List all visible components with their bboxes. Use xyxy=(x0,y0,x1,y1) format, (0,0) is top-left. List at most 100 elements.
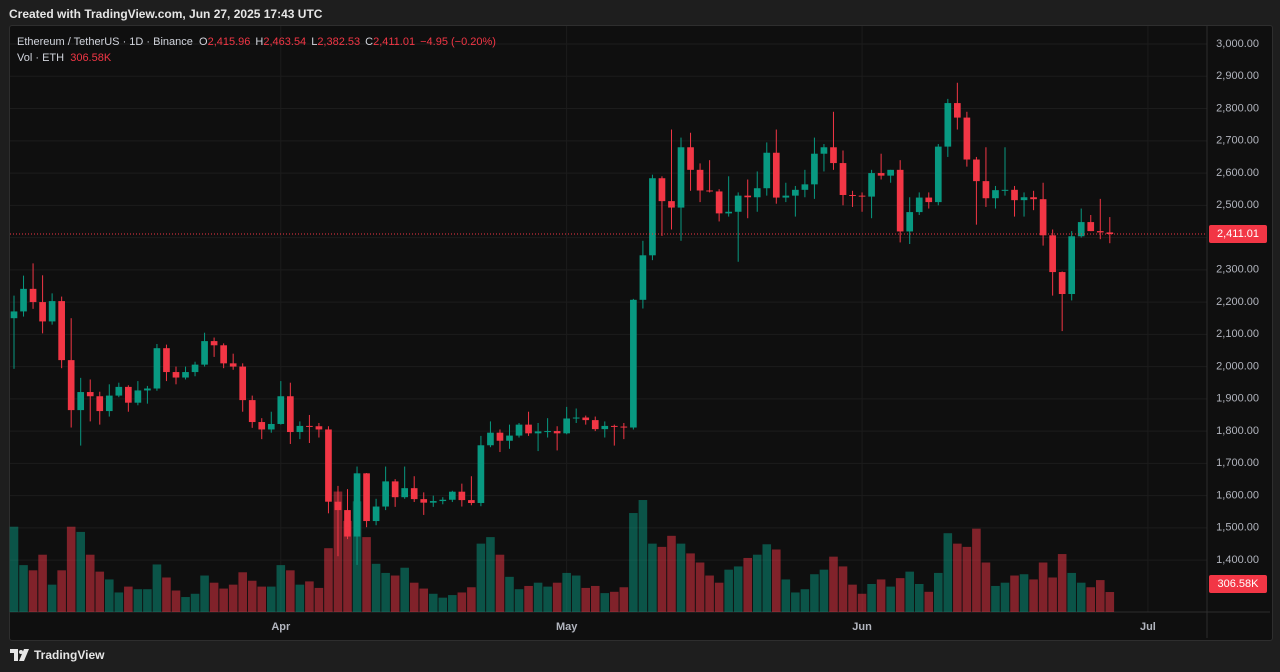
candle-body xyxy=(420,499,428,503)
volume-bar xyxy=(1038,562,1048,612)
y-tick-label: 2,700.00 xyxy=(1216,135,1259,147)
x-tick-label: Apr xyxy=(271,621,291,633)
candle-body xyxy=(658,178,666,202)
candle-body xyxy=(534,431,542,434)
volume-bar xyxy=(895,578,905,612)
candle-body xyxy=(353,473,361,537)
volume-bar xyxy=(276,565,286,612)
candle-body xyxy=(620,426,628,428)
candle-body xyxy=(382,481,389,507)
y-tick-label: 2,900.00 xyxy=(1216,70,1259,82)
candle-body xyxy=(906,212,914,232)
y-tick-label: 1,600.00 xyxy=(1216,489,1259,501)
volume-bar xyxy=(343,520,352,612)
candle-body xyxy=(77,392,85,411)
candle-body xyxy=(306,425,313,427)
volume-bar xyxy=(781,579,791,612)
candle-body xyxy=(963,117,971,160)
candle-body xyxy=(639,255,647,300)
candle-body xyxy=(668,201,675,208)
candle-body xyxy=(973,159,980,182)
candle-body xyxy=(277,396,285,424)
ohlc-key: O xyxy=(199,36,208,48)
volume-bar xyxy=(648,543,657,612)
volume-bar xyxy=(667,535,676,612)
volume-bar xyxy=(791,592,800,612)
candle-body xyxy=(706,190,713,192)
ohlc-value: 2,463.54 xyxy=(263,36,307,48)
volume-bar xyxy=(476,543,486,612)
brand: TradingView xyxy=(34,648,105,662)
candle-body xyxy=(925,197,933,203)
candle-body xyxy=(801,184,809,190)
candle-body xyxy=(496,432,504,441)
volume-bar xyxy=(228,584,238,612)
volume-bar xyxy=(543,586,552,612)
legend: Ethereum / TetherUS · 1D · Binance O2,41… xyxy=(17,34,501,66)
candle-body xyxy=(115,386,123,396)
volume-bar xyxy=(238,572,247,612)
candle-body xyxy=(48,301,56,322)
volume-bar xyxy=(505,576,514,612)
volume-name: Vol · ETH xyxy=(17,52,65,64)
volume-bar xyxy=(1029,579,1038,612)
candle-body xyxy=(182,372,189,378)
volume-bar xyxy=(533,582,543,612)
candle-body xyxy=(144,388,151,391)
ohlc-key: L xyxy=(311,36,318,48)
volume-bar xyxy=(162,577,171,612)
ohlc-key: C xyxy=(365,36,374,48)
candle-body xyxy=(1001,189,1009,191)
volume-bar xyxy=(428,593,438,612)
ohlc-value: 2,411.01 xyxy=(373,36,416,48)
volume-bar xyxy=(981,562,991,612)
volume-bar xyxy=(114,592,124,612)
candle-body xyxy=(96,396,104,412)
volume-bar xyxy=(257,586,267,612)
volume-bar xyxy=(943,533,953,612)
candle-body xyxy=(763,152,771,189)
candle-body xyxy=(315,426,323,430)
candle-body xyxy=(792,189,799,196)
volume-bar xyxy=(810,574,819,612)
volume-bar xyxy=(581,587,591,612)
candle-body xyxy=(201,341,208,365)
candle-body xyxy=(630,299,637,428)
volume-bar xyxy=(362,537,371,612)
candle-body xyxy=(67,360,75,411)
candle-body xyxy=(506,435,513,441)
volume-bar xyxy=(686,553,695,612)
volume-bar xyxy=(772,549,781,612)
y-tick-label: 2,600.00 xyxy=(1216,167,1259,179)
candle-body xyxy=(1096,231,1104,233)
volume-bar xyxy=(695,562,705,612)
candle-body xyxy=(582,417,590,421)
volume-bar xyxy=(467,587,476,612)
candle-body xyxy=(220,345,227,364)
y-tick-label: 3,000.00 xyxy=(1216,38,1259,50)
candle-body xyxy=(325,429,332,502)
volume-bar xyxy=(390,575,400,612)
volume-bar xyxy=(66,526,76,612)
grid xyxy=(10,26,1207,612)
candle-body xyxy=(753,188,761,198)
volume-bar xyxy=(829,556,838,612)
candle-body xyxy=(954,103,961,118)
volume-bar xyxy=(629,513,638,612)
volume-bar xyxy=(305,581,314,612)
candle-body xyxy=(296,425,304,433)
volume-bar xyxy=(762,544,772,612)
candle-body xyxy=(677,147,685,208)
candle-body xyxy=(601,425,609,430)
volume-bar xyxy=(295,584,305,612)
volume-bar xyxy=(638,500,648,612)
candle-body xyxy=(391,481,399,498)
volume-bar xyxy=(1067,572,1076,612)
footer: TradingView xyxy=(10,648,104,662)
volume-bar xyxy=(962,546,972,612)
volume-bar xyxy=(924,591,934,612)
candle-body xyxy=(1020,197,1028,201)
candle-body xyxy=(820,147,828,154)
volume-bar xyxy=(724,569,733,612)
candle-body xyxy=(258,422,266,430)
